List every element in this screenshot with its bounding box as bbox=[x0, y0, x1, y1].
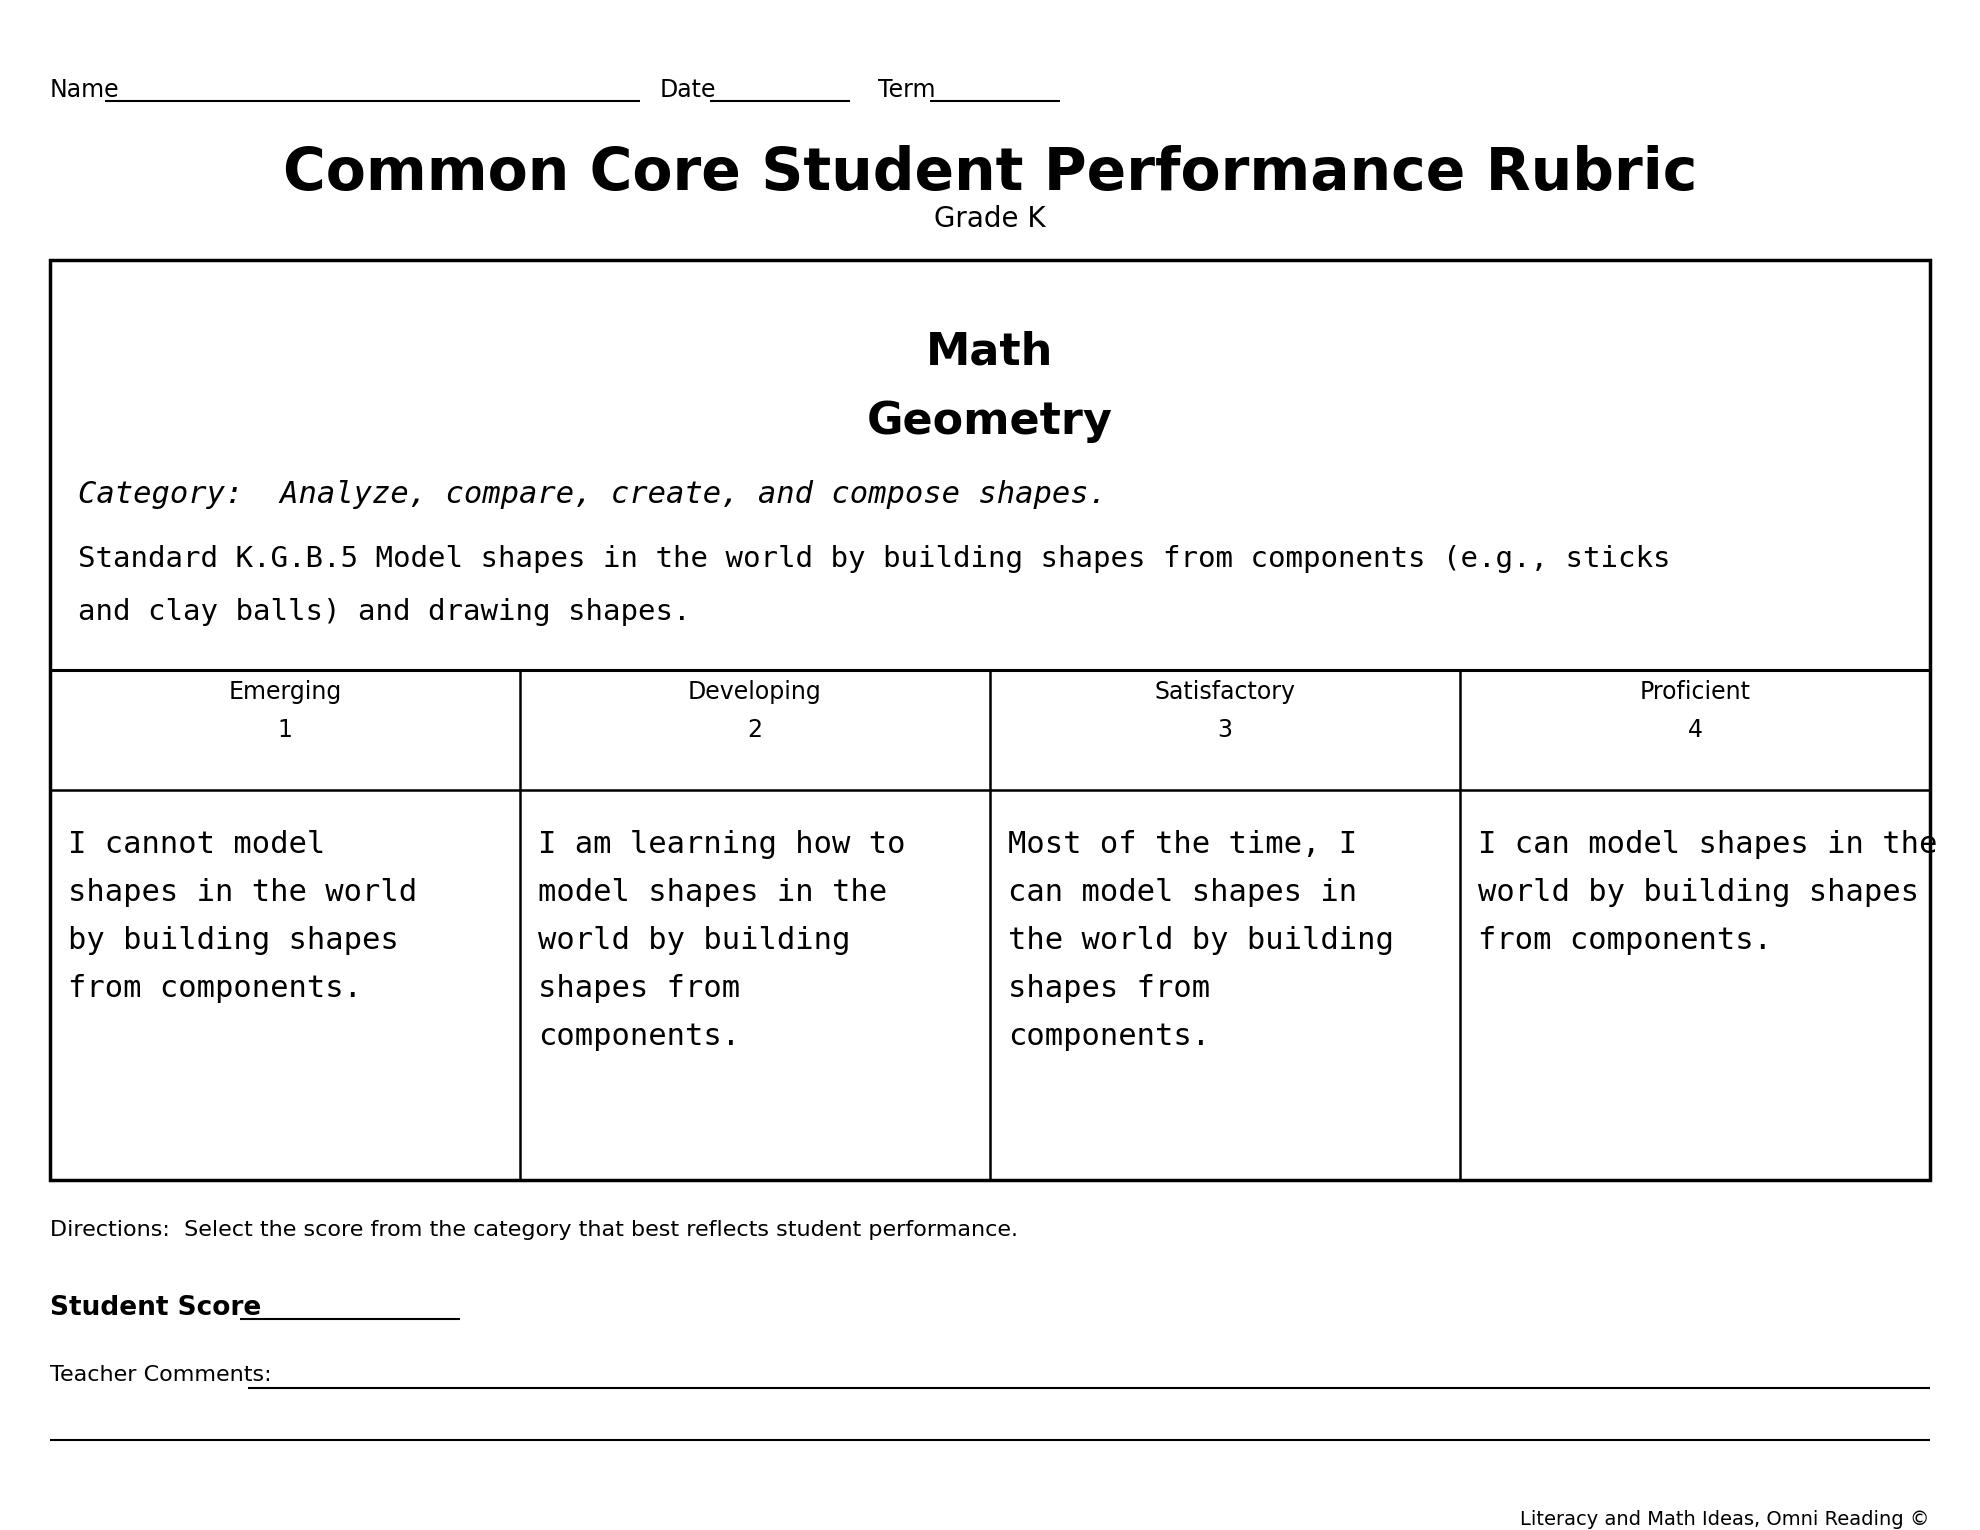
Text: Common Core Student Performance Rubric: Common Core Student Performance Rubric bbox=[283, 145, 1697, 202]
Text: and clay balls) and drawing shapes.: and clay balls) and drawing shapes. bbox=[77, 598, 691, 626]
Text: from components.: from components. bbox=[1477, 926, 1772, 955]
Text: Name: Name bbox=[50, 78, 119, 103]
Text: I can model shapes in the: I can model shapes in the bbox=[1477, 829, 1936, 858]
Text: Satisfactory: Satisfactory bbox=[1154, 679, 1295, 704]
Text: can model shapes in: can model shapes in bbox=[1008, 878, 1356, 907]
Text: Geometry: Geometry bbox=[867, 399, 1113, 444]
Bar bbox=[50, 260, 1930, 1180]
Text: I am learning how to: I am learning how to bbox=[539, 829, 905, 858]
Text: Category:  Analyze, compare, create, and compose shapes.: Category: Analyze, compare, create, and … bbox=[77, 480, 1107, 509]
Text: Student Score: Student Score bbox=[50, 1294, 261, 1320]
Text: world by building shapes: world by building shapes bbox=[1477, 878, 1919, 907]
Text: components.: components. bbox=[539, 1022, 741, 1051]
Text: shapes from: shapes from bbox=[1008, 975, 1210, 1004]
Text: shapes from: shapes from bbox=[539, 975, 741, 1004]
Text: Proficient: Proficient bbox=[1639, 679, 1750, 704]
Text: I cannot model: I cannot model bbox=[67, 829, 325, 858]
Text: from components.: from components. bbox=[67, 975, 362, 1004]
Text: Term: Term bbox=[877, 78, 935, 103]
Text: 1: 1 bbox=[277, 718, 293, 742]
Text: 2: 2 bbox=[748, 718, 762, 742]
Text: Most of the time, I: Most of the time, I bbox=[1008, 829, 1356, 858]
Text: Literacy and Math Ideas, Omni Reading ©: Literacy and Math Ideas, Omni Reading © bbox=[1521, 1510, 1930, 1528]
Text: Standard K.G.B.5 Model shapes in the world by building shapes from components (e: Standard K.G.B.5 Model shapes in the wor… bbox=[77, 545, 1671, 574]
Text: Date: Date bbox=[659, 78, 717, 103]
Text: Math: Math bbox=[927, 330, 1053, 373]
Text: Teacher Comments:: Teacher Comments: bbox=[50, 1365, 271, 1385]
Text: components.: components. bbox=[1008, 1022, 1210, 1051]
Text: Developing: Developing bbox=[689, 679, 822, 704]
Text: model shapes in the: model shapes in the bbox=[539, 878, 887, 907]
Text: the world by building: the world by building bbox=[1008, 926, 1394, 955]
Text: shapes in the world: shapes in the world bbox=[67, 878, 418, 907]
Text: Emerging: Emerging bbox=[228, 679, 343, 704]
Text: 4: 4 bbox=[1687, 718, 1703, 742]
Text: world by building: world by building bbox=[539, 926, 849, 955]
Text: 3: 3 bbox=[1218, 718, 1232, 742]
Text: Grade K: Grade K bbox=[935, 205, 1045, 233]
Text: by building shapes: by building shapes bbox=[67, 926, 398, 955]
Text: Directions:  Select the score from the category that best reflects student perfo: Directions: Select the score from the ca… bbox=[50, 1219, 1018, 1239]
